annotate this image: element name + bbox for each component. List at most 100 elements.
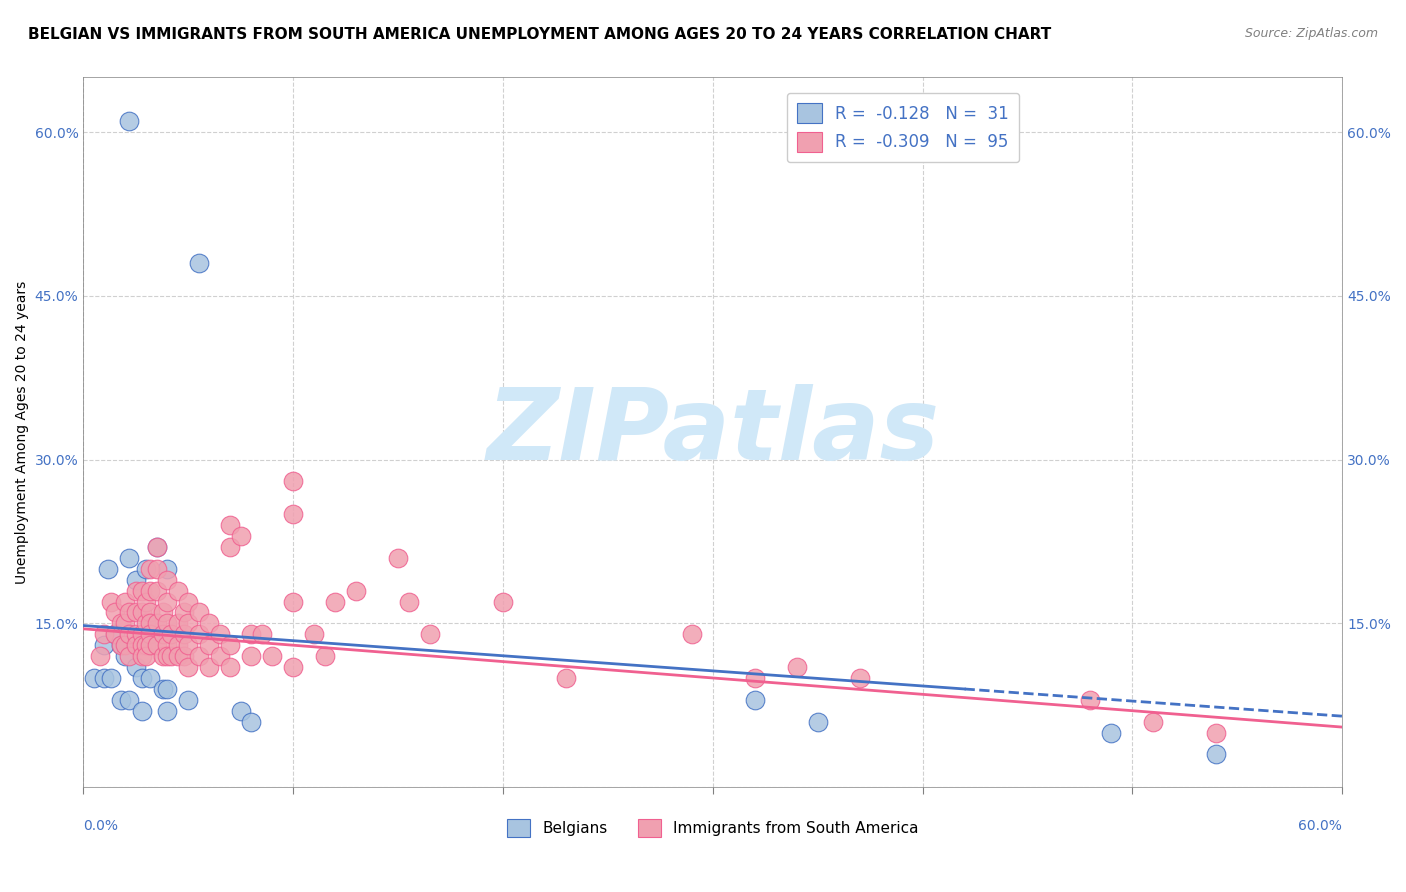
Point [125, 573, 148, 587]
Point [177, 616, 200, 631]
Point [139, 616, 162, 631]
Text: 60.0%: 60.0% [1298, 819, 1343, 833]
Text: ZIPatlas: ZIPatlas [486, 384, 939, 481]
Text: 0.0%: 0.0% [83, 819, 118, 833]
Point [177, 594, 200, 608]
Point [125, 606, 148, 620]
Point [219, 660, 242, 674]
Point [807, 714, 830, 729]
Point [135, 562, 157, 576]
Point [156, 594, 179, 608]
Point [100, 594, 122, 608]
Point [156, 638, 179, 652]
Point [152, 681, 174, 696]
Point [240, 627, 263, 641]
Point [156, 562, 179, 576]
Point [198, 660, 221, 674]
Point [281, 507, 304, 521]
Point [125, 660, 148, 674]
Point [104, 627, 127, 641]
Point [177, 638, 200, 652]
Point [139, 583, 162, 598]
Text: Source: ZipAtlas.com: Source: ZipAtlas.com [1244, 27, 1378, 40]
Point [262, 649, 284, 664]
Point [114, 594, 136, 608]
Point [125, 583, 148, 598]
Point [177, 693, 200, 707]
Point [198, 616, 221, 631]
Point [131, 606, 153, 620]
Point [114, 649, 136, 664]
Point [240, 649, 263, 664]
Point [166, 649, 188, 664]
Point [139, 671, 162, 685]
Point [156, 681, 179, 696]
Point [131, 627, 153, 641]
Point [187, 627, 209, 641]
Point [160, 649, 183, 664]
Point [848, 671, 870, 685]
Point [177, 660, 200, 674]
Point [219, 638, 242, 652]
Point [145, 540, 167, 554]
Point [1205, 725, 1227, 739]
Point [156, 616, 179, 631]
Point [1142, 714, 1164, 729]
Point [131, 583, 153, 598]
Point [135, 649, 157, 664]
Point [187, 256, 209, 270]
Point [131, 671, 153, 685]
Point [786, 660, 808, 674]
Point [135, 594, 157, 608]
Point [135, 638, 157, 652]
Point [118, 114, 141, 128]
Point [131, 649, 153, 664]
Point [281, 660, 304, 674]
Point [492, 594, 515, 608]
Point [110, 638, 132, 652]
Point [131, 638, 153, 652]
Point [118, 627, 141, 641]
Point [110, 693, 132, 707]
Point [240, 714, 263, 729]
Point [131, 704, 153, 718]
Point [323, 594, 346, 608]
Point [110, 616, 132, 631]
Point [83, 671, 105, 685]
Point [198, 638, 221, 652]
Point [173, 649, 195, 664]
Legend: Belgians, Immigrants from South America: Belgians, Immigrants from South America [501, 813, 925, 843]
Point [208, 649, 231, 664]
Point [281, 594, 304, 608]
Point [152, 649, 174, 664]
Point [145, 583, 167, 598]
Point [219, 518, 242, 533]
Point [281, 475, 304, 489]
Point [152, 627, 174, 641]
Point [104, 627, 127, 641]
Point [1080, 693, 1102, 707]
Point [156, 573, 179, 587]
Point [145, 562, 167, 576]
Point [166, 616, 188, 631]
Point [125, 638, 148, 652]
Point [250, 627, 273, 641]
Point [229, 529, 252, 543]
Point [166, 583, 188, 598]
Point [302, 627, 325, 641]
Point [93, 671, 115, 685]
Point [118, 550, 141, 565]
Point [1101, 725, 1123, 739]
Point [145, 638, 167, 652]
Point [139, 606, 162, 620]
Point [219, 540, 242, 554]
Point [100, 671, 122, 685]
Point [152, 606, 174, 620]
Point [744, 671, 766, 685]
Point [114, 616, 136, 631]
Point [187, 606, 209, 620]
Point [744, 693, 766, 707]
Point [93, 627, 115, 641]
Point [118, 606, 141, 620]
Point [135, 616, 157, 631]
